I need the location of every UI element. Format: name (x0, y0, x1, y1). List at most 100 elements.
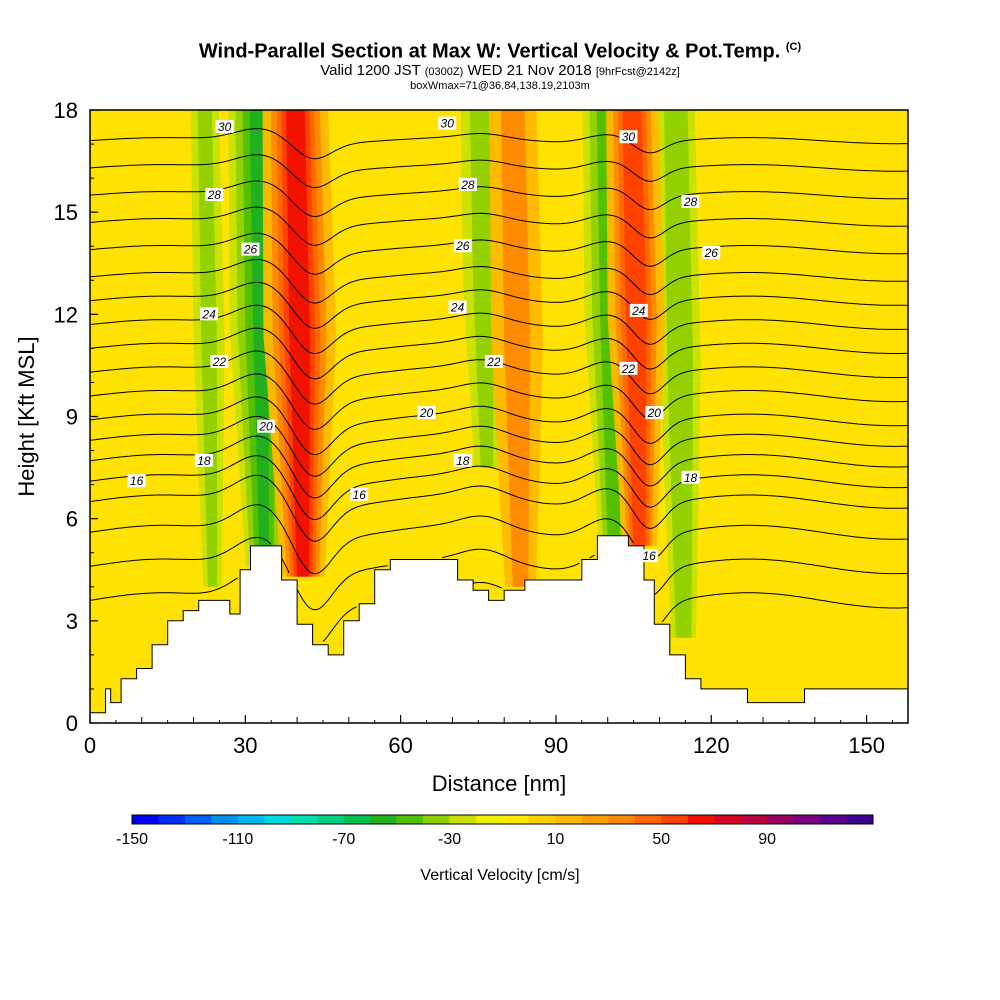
contour-label-20: 18 (681, 470, 700, 485)
colorbar-swatch (317, 815, 345, 824)
colorbar-swatch (528, 815, 556, 824)
contour-label-16: 20 (417, 406, 436, 420)
y-tick-label: 0 (66, 711, 78, 736)
contour-label-bg (453, 239, 472, 253)
chart-title: Wind-Parallel Section at Max W: Vertical… (0, 36, 1000, 63)
chart-title-text: Wind-Parallel Section at Max W: Vertical… (198, 40, 781, 63)
contour-label-bg (194, 453, 213, 467)
colorbar-swatch (184, 815, 212, 824)
contour-label-bg (215, 120, 234, 134)
x-tick-label: 150 (848, 733, 885, 758)
x-tick-label: 0 (84, 733, 96, 758)
isentrope-17 (90, 455, 908, 521)
colorbar-swatch (793, 815, 821, 824)
contour-label-6: 26 (241, 242, 260, 257)
contour-label-text: 18 (684, 471, 698, 485)
contour-label-bg (127, 474, 146, 488)
contour-label-14: 22 (619, 361, 638, 376)
contour-label-bg (619, 130, 638, 144)
isentrope-30 (90, 154, 908, 189)
isentrope-23 (90, 327, 908, 380)
contour-label-bg (438, 116, 457, 130)
contour-label-bg (484, 355, 503, 369)
valid-date: WED 21 Nov 2018 (467, 61, 592, 79)
contour-label-17: 20 (645, 406, 664, 420)
colorbar-outline (131, 814, 874, 825)
velocity-band-3-layer-1 (469, 110, 494, 468)
contour-labels: 30 30 30 28 28 28 26 26 26 24 24 24 22 22 22 20 20 20 18 18… (127, 116, 721, 563)
contour-label-text: 28 (207, 188, 222, 202)
plot-area: 30 30 30 28 28 28 26 26 26 24 24 24 22 22 22 20 20 20 18 18… (90, 110, 908, 723)
colorbar-swatch (237, 815, 265, 824)
isentrope-27 (90, 232, 908, 275)
x-axis-label: Distance [nm] (432, 771, 567, 796)
colorbar-swatch (290, 815, 318, 824)
contour-label-21: 16 (127, 474, 146, 488)
contour-label-text: 30 (441, 117, 455, 131)
valid-time: Valid 1200 JST (320, 61, 421, 79)
isentrope-25 (90, 281, 908, 329)
colorbar-label: Vertical Velocity [cm/s] (420, 867, 579, 884)
contour-label-bg (257, 419, 276, 433)
y-tick-label: 18 (54, 98, 78, 123)
contour-label-text: 22 (212, 355, 227, 369)
colorbar-swatch (132, 815, 159, 824)
contour-label-bg (681, 194, 700, 208)
contour-label-bg (619, 361, 638, 375)
y-tick-label: 3 (66, 609, 78, 634)
contour-label-11: 24 (629, 303, 648, 318)
contour-label-bg (205, 188, 224, 202)
colorbar-tick-label: -30 (438, 831, 461, 848)
colorbar-swatch (476, 815, 503, 824)
isentrope-15 (90, 504, 908, 575)
colorbar-tick-label: -70 (332, 831, 355, 848)
colorbar-swatch (343, 815, 371, 824)
velocity-band-4-layer-1 (197, 110, 218, 587)
colorbar-swatch (264, 815, 292, 824)
colorbar-swatch (502, 815, 530, 824)
x-tick-label: 120 (693, 733, 730, 758)
contour-label-bg (210, 355, 229, 369)
x-axis: 0 30 60 90 120 150 (84, 715, 893, 758)
isentrope-31 (90, 128, 908, 160)
contour-label-15: 20 (257, 419, 276, 434)
contour-label-text: 24 (631, 304, 646, 318)
velocity-band-7-layer-3 (622, 110, 647, 546)
colorbar-swatch (581, 815, 609, 824)
colorbar-swatch (211, 815, 239, 824)
contour-label-bg (453, 453, 472, 467)
contour-label-bg (241, 242, 260, 256)
isentrope-26 (90, 259, 908, 304)
contour-label-text: 24 (201, 307, 216, 321)
x-tick-label: 60 (388, 733, 412, 758)
isentrope-29 (90, 180, 908, 218)
contour-label-text: 30 (622, 130, 636, 144)
contour-label-12: 22 (210, 355, 229, 369)
colorbar-tick-label: -150 (116, 831, 148, 848)
y-tick-label: 12 (54, 302, 78, 327)
contour-label-18: 18 (194, 453, 213, 468)
contour-label-text: 28 (683, 195, 698, 209)
contour-label-bg (702, 246, 721, 260)
velocity-band-5-layer-1 (501, 110, 531, 587)
colorbar-swatch (661, 815, 689, 824)
colorbar-swatch (820, 815, 848, 824)
colorbar-swatch (846, 815, 874, 824)
contour-label-text: 26 (455, 239, 470, 253)
contour-label-text: 16 (353, 488, 367, 502)
x-tick-label: 90 (544, 733, 568, 758)
copyright-mark: (C) (785, 41, 802, 53)
contour-label-bg (417, 406, 436, 420)
x-tick-label: 30 (233, 733, 257, 758)
velocity-band-2-layer-1 (664, 110, 694, 638)
isentrope-28 (90, 206, 908, 246)
contour-label-3: 28 (205, 188, 224, 202)
colorbar-swatch (767, 815, 795, 824)
contour-label-bg (640, 549, 659, 563)
isentrope-21 (90, 373, 908, 430)
y-tick-label: 15 (54, 200, 78, 225)
contour-label-bg (458, 177, 477, 191)
colorbar-swatch (608, 815, 636, 824)
colorbar-swatch (370, 815, 398, 824)
